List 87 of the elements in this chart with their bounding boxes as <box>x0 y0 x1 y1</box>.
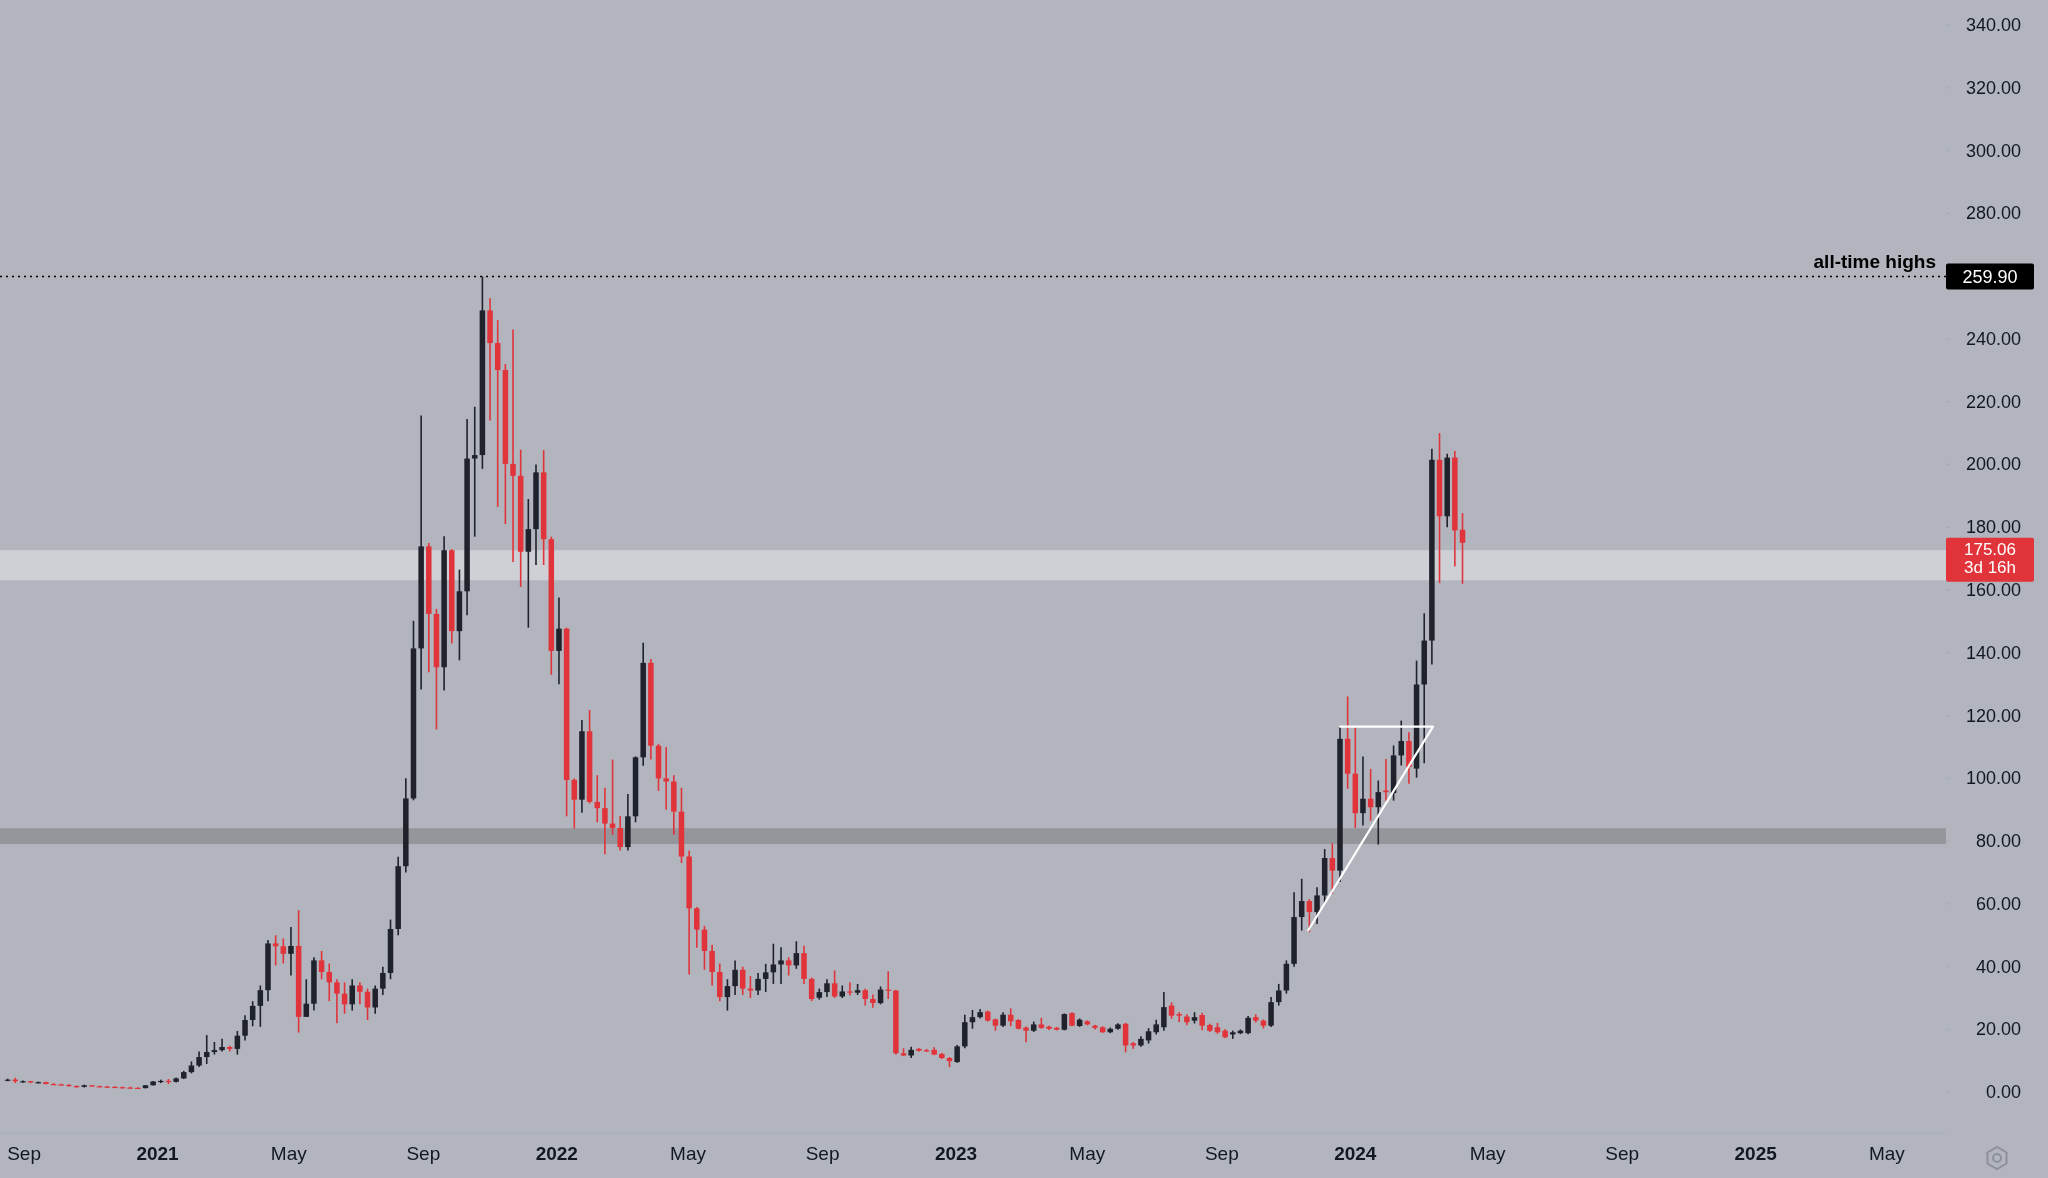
candlestick <box>602 786 608 856</box>
y-tick-label: 160.00 <box>1965 580 2021 601</box>
candlestick <box>793 940 800 970</box>
y-tick-label: 120.00 <box>1965 705 2021 726</box>
candlestick <box>663 746 669 811</box>
candlestick <box>372 984 378 1015</box>
candlestick <box>380 965 386 996</box>
candlestick <box>280 937 287 965</box>
x-tick-label: 2024 <box>1334 1143 1377 1164</box>
y-tick-label: 340.00 <box>1965 15 2021 36</box>
x-tick-label: Sep <box>406 1143 441 1164</box>
candlestick <box>1023 1025 1029 1044</box>
candlestick <box>770 942 777 985</box>
x-tick-label: 2025 <box>1734 1143 1778 1164</box>
candlestick <box>1306 898 1313 933</box>
y-tick-label: 280.00 <box>1965 203 2021 224</box>
text: 3d 16h <box>1964 557 2016 577</box>
candlestick <box>778 946 784 985</box>
candlestick <box>732 959 738 996</box>
y-tick-label: 80.00 <box>1975 831 2021 852</box>
candlestick <box>762 963 769 993</box>
x-tick-label: May <box>670 1143 707 1164</box>
x-tick-label: Sep <box>1204 1143 1239 1164</box>
candlestick <box>288 926 294 977</box>
candlestick <box>617 815 623 852</box>
candlestick <box>724 978 731 1012</box>
candlestick <box>571 777 578 830</box>
x-tick-label: May <box>1469 1143 1507 1164</box>
y-tick-label: 60.00 <box>1975 893 2021 914</box>
candlestick <box>1459 512 1466 585</box>
y-tick-label: 180.00 <box>1965 517 2021 538</box>
x-tick-label: May <box>1069 1143 1106 1164</box>
candlestick <box>1360 755 1366 827</box>
y-tick-label: 0.00 <box>1985 1082 2021 1103</box>
y-tick-label: 100.00 <box>1965 768 2021 789</box>
y-tick-label: 200.00 <box>1965 454 2021 475</box>
candlestick <box>1329 842 1336 895</box>
candlestick <box>847 981 853 997</box>
candlestick <box>257 984 264 1028</box>
candlestick <box>694 906 700 949</box>
candlestick <box>755 972 761 996</box>
candlestick <box>471 405 478 538</box>
candlestick <box>1375 779 1382 846</box>
y-tick-label: 20.00 <box>1975 1019 2021 1040</box>
x-tick-label: 2023 <box>934 1143 978 1164</box>
x-tick-label: May <box>1868 1143 1906 1164</box>
text: 175.06 <box>1964 539 2016 559</box>
candlestick <box>318 950 325 981</box>
candlestick <box>556 596 562 685</box>
candlestick <box>808 976 815 1002</box>
candlestick <box>326 962 333 1002</box>
y-tick-label: 300.00 <box>1965 140 2021 161</box>
text: 259.90 <box>1962 266 2018 287</box>
candlestick <box>1314 886 1320 925</box>
candlestick <box>349 978 355 1012</box>
candlestick <box>739 965 746 996</box>
y-tick-label: 40.00 <box>1975 956 2021 977</box>
y-tick-label: 140.00 <box>1965 642 2021 663</box>
candlestick <box>334 978 340 1024</box>
candlestick <box>709 943 715 987</box>
candlestick <box>747 975 754 999</box>
candlestick <box>1230 1029 1236 1040</box>
x-tick-label: 2022 <box>535 1143 578 1164</box>
candlestick <box>1130 1041 1137 1050</box>
candlestick <box>1245 1015 1251 1035</box>
candlestick <box>1268 996 1274 1028</box>
candlestick <box>249 1000 256 1028</box>
y-tick-label: 320.00 <box>1965 77 2021 98</box>
candlestick <box>272 934 279 967</box>
x-tick-label: Sep <box>1605 1143 1640 1164</box>
candlestick <box>242 1014 248 1042</box>
candlestick <box>1398 719 1404 767</box>
x-tick-label: 2021 <box>136 1143 180 1164</box>
candlestick <box>594 774 601 824</box>
candlestick <box>525 498 532 629</box>
candlestick <box>219 1038 225 1053</box>
candlestick <box>1176 1011 1182 1023</box>
x-tick-label: Sep <box>805 1143 840 1164</box>
x-tick-label: May <box>270 1143 308 1164</box>
y-tick-label: 240.00 <box>1965 328 2021 349</box>
y-tick-label: 220.00 <box>1965 391 2021 412</box>
candlestick <box>510 328 516 563</box>
ref-line-label: all-time highs <box>1813 250 1936 272</box>
candlestick <box>357 981 363 1006</box>
x-tick-label: Sep <box>7 1143 41 1164</box>
candlestick <box>1161 991 1167 1032</box>
candlestick <box>1298 877 1305 932</box>
